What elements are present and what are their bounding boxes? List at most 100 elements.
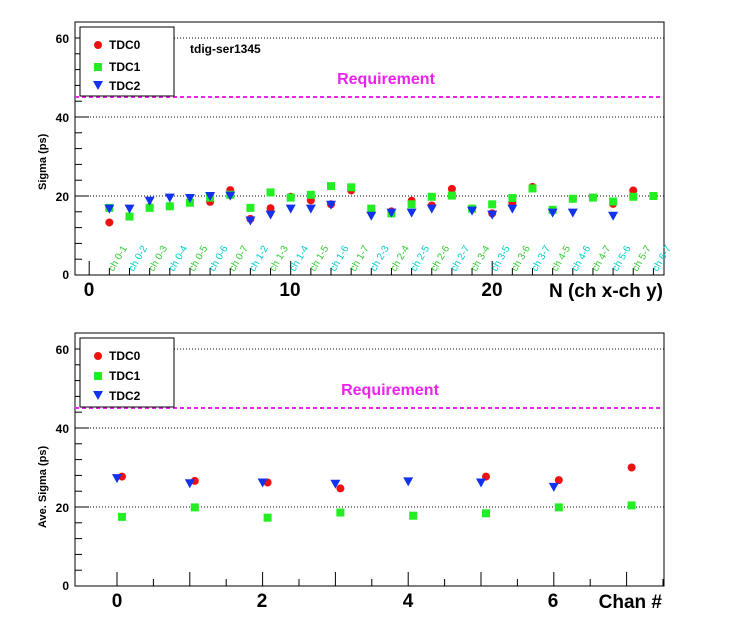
data-point-tdc2 (184, 479, 195, 489)
data-point-tdc2 (608, 211, 619, 221)
legend-marker-tdc0 (94, 352, 102, 360)
x-ticks (116, 572, 664, 586)
data-point-tdc1 (336, 508, 345, 517)
y-tick-label: 40 (56, 111, 70, 125)
data-point-tdc2 (245, 216, 256, 226)
data-point-tdc0 (105, 218, 114, 227)
data-point-tdc2 (285, 204, 296, 214)
legend-label: TDC2 (109, 79, 141, 93)
data-point-tdc1 (528, 184, 537, 193)
data-point-tdc2 (403, 477, 414, 487)
data-point-tdc1 (118, 512, 126, 521)
x-ticks (88, 261, 654, 275)
legend-label: TDC1 (109, 60, 141, 74)
data-point-tdc2 (487, 210, 498, 220)
legend-label: TDC2 (109, 389, 141, 403)
data-point-tdc1 (627, 501, 636, 510)
data-point-tdc1 (165, 202, 174, 211)
data-point-tdc1 (246, 203, 255, 212)
data-point-tdc2 (326, 200, 336, 210)
legend-label: TDC1 (109, 369, 141, 383)
data-point-tdc2 (104, 204, 115, 214)
data-point-tdc1 (409, 511, 418, 520)
data-point-tdc2 (467, 206, 478, 216)
y-tick-label: 0 (62, 268, 69, 282)
data-point-tdc0 (627, 463, 636, 472)
data-point-tdc0 (447, 184, 456, 193)
requirement-label: Requirement (341, 382, 439, 399)
category-label: ch 6-7 (650, 244, 674, 274)
legend-label: TDC0 (109, 38, 141, 52)
y-tick-label: 20 (56, 501, 70, 515)
x-axis-label: Chan # (599, 592, 663, 613)
data-point-tdc0 (266, 204, 275, 213)
data-point-tdc1 (263, 513, 272, 522)
data-point-tdc2 (548, 482, 559, 492)
data-point-tdc0 (336, 484, 345, 493)
y-tick-label: 0 (62, 579, 69, 593)
data-point-tdc1 (190, 503, 199, 512)
y-tick-label: 60 (56, 32, 70, 46)
grid (75, 37, 664, 197)
data-point-tdc2 (547, 208, 558, 218)
legend: TDC0 TDC1 TDC2 (79, 26, 175, 97)
data-point-tdc2 (225, 191, 236, 201)
y-axis-label: Sigma (ps) (37, 133, 49, 190)
y-tick-label: 40 (56, 422, 70, 436)
data-point-tdc2 (507, 204, 518, 214)
legend-marker-tdc2 (93, 391, 103, 400)
y-tick-label: 20 (56, 190, 70, 204)
data-point-tdc1 (306, 190, 315, 199)
data-point-tdc2 (406, 208, 417, 218)
legend-marker-tdc1 (94, 372, 102, 380)
data-point-tdc1 (609, 197, 618, 206)
bottom-panel: 60 40 20 0 Ave. Sigma (ps) 0 2 4 6 Chan … (37, 332, 665, 613)
data-point-tdc1 (488, 200, 497, 209)
y-tick-label: 60 (56, 343, 70, 357)
annotation: tdig-ser1345 (190, 42, 261, 56)
data-point-tdc0 (190, 476, 199, 485)
requirement-label: Requirement (337, 71, 435, 88)
x-tick-label: 10 (279, 280, 300, 301)
data-point-tdc1 (145, 203, 154, 212)
category-labels: ch 0-1ch 0-2ch 0-3ch 0-4ch 0-5ch 0-6ch 0… (106, 244, 674, 274)
x-axis-label: N (ch x-ch y) (549, 281, 663, 302)
data-point-tdc1 (327, 182, 335, 191)
data-point-tdc1 (508, 193, 517, 202)
data-point-tdc1 (407, 200, 416, 209)
data-point-tdc2 (205, 192, 216, 201)
data-point-tdc2 (567, 208, 578, 218)
data-point-tdc2 (184, 193, 195, 203)
data-point-tdc1 (629, 192, 638, 201)
data-point-tdc1 (568, 194, 577, 203)
data-point-tdc2 (265, 210, 276, 220)
data-point-tdc1 (649, 192, 658, 200)
x-tick-label: 6 (548, 591, 559, 612)
data-point-tdc2 (426, 204, 437, 214)
data-point-tdc1 (482, 509, 490, 518)
x-tick-label: 0 (84, 280, 95, 301)
data-point-tdc1 (367, 204, 376, 213)
legend-marker-tdc0 (94, 41, 102, 49)
data-point-tdc0 (554, 476, 563, 485)
data-point-tdc1 (427, 192, 436, 201)
data-point-tdc1 (125, 212, 134, 221)
data-point-tdc1 (347, 183, 356, 192)
data-point-tdc1 (266, 188, 275, 197)
data-points (112, 463, 636, 522)
legend: TDC0 TDC1 TDC2 (79, 337, 175, 408)
grid (75, 348, 664, 508)
y-axis-label: Ave. Sigma (ps) (37, 446, 49, 528)
data-point-tdc1 (286, 193, 295, 202)
data-point-tdc2 (386, 208, 397, 218)
top-panel: 60 40 20 0 Sigma (ps) 0 10 20 N (ch x-ch… (37, 21, 674, 302)
legend-marker-tdc1 (94, 63, 102, 71)
data-point-tdc2 (330, 479, 341, 489)
data-point-tdc1 (554, 503, 563, 512)
x-tick-label: 20 (481, 280, 502, 301)
data-point-tdc2 (305, 204, 316, 214)
data-point-tdc2 (112, 474, 122, 484)
data-point-tdc2 (476, 478, 486, 488)
legend-label: TDC0 (109, 349, 141, 363)
